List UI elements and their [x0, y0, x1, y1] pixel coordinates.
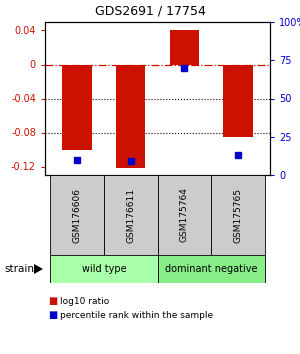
Bar: [50, 175, 104, 255]
Bar: [211, 175, 265, 255]
Bar: [50, 255, 158, 283]
Bar: [158, 255, 265, 283]
Polygon shape: [34, 264, 43, 274]
Bar: [62, 64, 92, 149]
Text: ■: ■: [48, 310, 57, 320]
Bar: [223, 64, 253, 137]
Bar: [158, 175, 211, 255]
Text: GSM176606: GSM176606: [73, 188, 82, 242]
Text: GSM175764: GSM175764: [180, 188, 189, 242]
Text: wild type: wild type: [82, 264, 126, 274]
Text: GSM175765: GSM175765: [233, 188, 242, 242]
Bar: [116, 64, 146, 168]
Text: GDS2691 / 17754: GDS2691 / 17754: [94, 5, 206, 18]
Text: ■: ■: [48, 296, 57, 306]
Text: GSM176611: GSM176611: [126, 188, 135, 242]
Bar: [169, 30, 199, 64]
Text: percentile rank within the sample: percentile rank within the sample: [60, 310, 213, 320]
Text: strain: strain: [4, 264, 34, 274]
Text: dominant negative: dominant negative: [165, 264, 257, 274]
Text: log10 ratio: log10 ratio: [60, 297, 109, 306]
Bar: [104, 175, 158, 255]
